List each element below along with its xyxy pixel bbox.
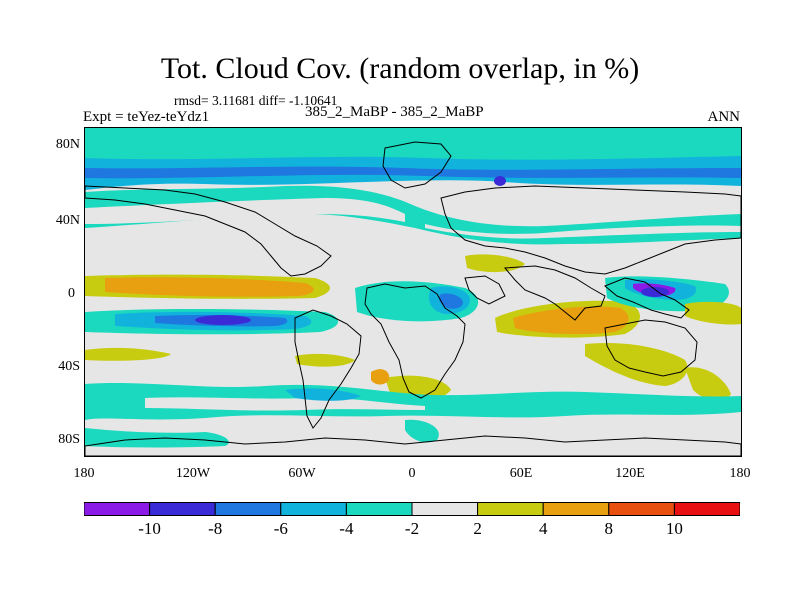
atlantic-deep: [439, 293, 463, 309]
patch-yellow-3: [585, 342, 688, 386]
colorbar-label: -2: [404, 519, 420, 538]
nh-grey-gap-2: [425, 224, 741, 239]
antarctic-cyan: [85, 428, 229, 448]
colorbar-label: -8: [208, 519, 223, 538]
x-tick-label: 180: [73, 466, 95, 481]
colorbar-swatch: [608, 502, 675, 516]
colorbar-label: 8: [604, 519, 614, 538]
colorbar-swatch: [83, 502, 151, 516]
x-tick-label: 60E: [509, 466, 533, 481]
season-label: ANN: [707, 109, 741, 125]
colorbar-swatch: [673, 502, 741, 516]
y-tick-label: 80N: [55, 137, 80, 152]
colorbar-swatch: [214, 502, 282, 516]
nh-midlat-cyan: [85, 185, 741, 245]
colorbar-label: -10: [138, 519, 161, 538]
nh-grey-gap: [85, 198, 405, 224]
x-tick-label: 180: [729, 466, 751, 481]
x-tick-label: 120E: [615, 466, 645, 481]
antarctica-outline: [85, 435, 741, 456]
y-tick-label: 40N: [55, 213, 80, 228]
sh-tropical-core: [195, 315, 251, 325]
greenland-outline: [382, 141, 452, 189]
colorbar-label: -4: [339, 519, 354, 538]
north-america-outline: [85, 185, 332, 277]
stats-label: rmsd= 3.11681 diff= -1.10641: [174, 93, 338, 108]
colorbar-label: 10: [665, 519, 683, 538]
patch-yellow-4: [685, 367, 731, 401]
tropical-orange-band: [105, 277, 314, 297]
map-title: Tot. Cloud Cov. (random overlap, in %): [160, 52, 640, 85]
africa-outline: [364, 283, 466, 399]
patch-yellow-2: [85, 347, 171, 361]
eurasia-outline: [440, 185, 741, 275]
x-tick-label: 0: [408, 466, 416, 481]
colorbar-swatch: [411, 502, 479, 516]
y-tick-label: 0: [68, 286, 75, 301]
se-asia-outline: [604, 277, 690, 319]
patch-yellow-8: [295, 353, 355, 367]
colorbar-label: -6: [273, 519, 288, 538]
y-tick-label: 80S: [58, 432, 80, 447]
high-lat-deep-blue: [85, 166, 741, 179]
colorbar-label: 2: [473, 519, 482, 538]
colorbar-swatch: [280, 502, 347, 516]
colorbar-swatch: [477, 502, 544, 516]
arctic-cyan-band: [85, 128, 741, 168]
india-asia-outline: [503, 265, 606, 321]
colorbar-label: 4: [538, 519, 548, 538]
colorbar-swatch: [149, 502, 216, 516]
case-label: 385_2_MaBP - 385_2_MaBP: [305, 104, 484, 120]
experiment-label: Expt = teYez-teYdz1: [83, 109, 210, 125]
indian-orange: [513, 306, 629, 335]
x-tick-label: 60W: [288, 466, 316, 481]
colorbar-swatch: [345, 502, 413, 516]
y-tick-label: 40S: [58, 359, 80, 374]
colorbar-swatch: [542, 502, 610, 516]
greenland-deep-blue: [494, 176, 506, 186]
antarctic-cyan-2: [405, 419, 439, 443]
cloud-cover-map: [84, 127, 742, 457]
x-tick-label: 120W: [175, 466, 211, 481]
patch-orange-1: [371, 369, 390, 385]
australia-outline: [604, 319, 698, 377]
patch-yellow-1: [685, 301, 741, 325]
colorbar: [83, 502, 741, 521]
sh-ocean-grey: [145, 397, 425, 411]
sh-ocean-cyan: [85, 383, 741, 420]
south-america-outline: [294, 309, 362, 429]
arabia-outline: [464, 275, 506, 305]
